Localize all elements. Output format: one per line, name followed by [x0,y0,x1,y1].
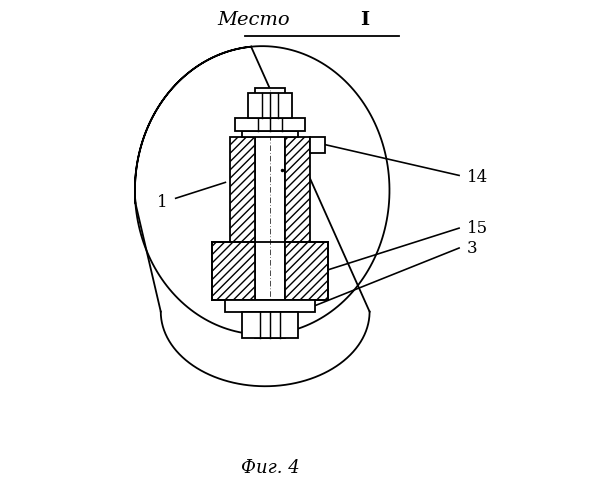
Text: Фиг. 4: Фиг. 4 [241,458,299,476]
Text: 14: 14 [467,169,488,186]
Bar [225,300,315,312]
Text: I: I [360,11,369,29]
Bar [212,242,255,300]
Text: 3: 3 [467,240,478,256]
Text: 1: 1 [157,194,168,211]
Bar [248,93,292,118]
Bar [255,88,285,338]
Bar [285,136,310,242]
Bar [285,242,328,300]
Bar [243,130,298,136]
Bar [310,136,325,152]
Bar [243,312,298,338]
Bar [230,136,255,242]
Text: 15: 15 [467,220,488,236]
Bar [235,118,305,130]
Text: Место: Место [218,11,290,29]
